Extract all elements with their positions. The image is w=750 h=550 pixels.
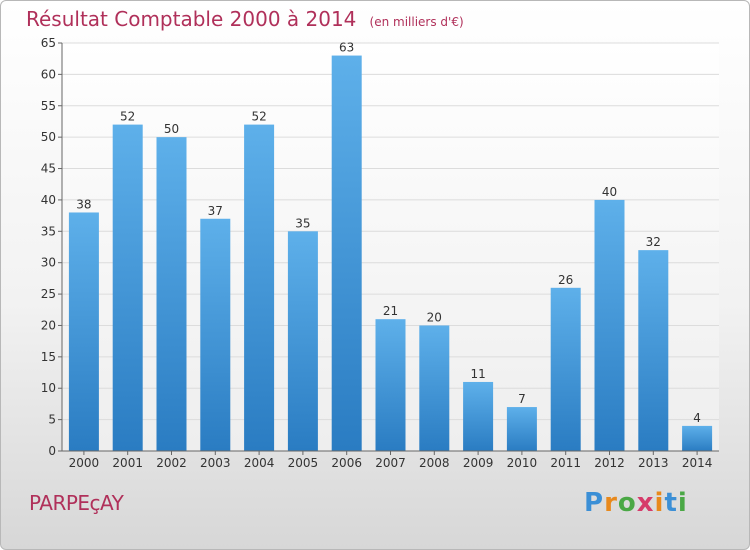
bar	[112, 124, 143, 451]
x-tick-label: 2005	[288, 456, 319, 470]
y-tick-label: 25	[41, 287, 56, 301]
bar	[506, 407, 537, 451]
bar-value-label: 52	[120, 110, 135, 124]
y-tick-label: 45	[41, 162, 56, 176]
logo-letter: P	[584, 488, 605, 518]
bar-value-label: 26	[558, 273, 573, 287]
bars: 38 52 50 37 52 35 63 21 20 11 7 26 40 32 4	[68, 41, 713, 452]
x-tick-label: 2008	[419, 456, 450, 470]
bar-value-label: 7	[518, 392, 526, 406]
bar-value-label: 63	[339, 41, 354, 55]
logo-letter: r	[604, 488, 618, 518]
chart-subtitle: (en milliers d'€)	[369, 15, 464, 29]
y-tick-label: 50	[41, 130, 56, 144]
chart-title: Résultat Comptable 2000 à 2014 (en milli…	[26, 7, 464, 31]
bar	[638, 250, 669, 451]
y-tick-label: 40	[41, 193, 56, 207]
y-tick-label: 55	[41, 99, 56, 113]
y-tick-label: 10	[41, 381, 56, 395]
bar-value-label: 52	[251, 110, 266, 124]
y-tick-label: 65	[41, 36, 56, 50]
x-tick-label: 2012	[594, 456, 625, 470]
bar	[375, 319, 406, 451]
x-tick-label: 2003	[200, 456, 231, 470]
chart-title-main: Résultat Comptable 2000 à 2014	[26, 7, 357, 31]
bar	[550, 287, 581, 451]
logo-letter: x	[636, 488, 655, 518]
x-tick-label: 2001	[112, 456, 143, 470]
x-axis: 2000 2001 2002 2003 2004 2005 2006 2007 2008 2009…	[62, 450, 719, 470]
y-tick-label: 20	[41, 318, 56, 332]
x-tick-label: 2013	[638, 456, 669, 470]
bar-value-label: 32	[646, 235, 661, 249]
logo-letter: o	[617, 488, 637, 518]
bar-value-label: 21	[383, 304, 398, 318]
bar-value-label: 38	[76, 197, 91, 211]
logo-letter: i	[677, 488, 688, 518]
bar-value-label: 4	[693, 411, 701, 425]
bar-value-label: 20	[427, 310, 442, 324]
proxiti-logo: Proxiti	[584, 488, 688, 518]
y-tick-label: 60	[41, 67, 56, 81]
bar	[331, 55, 362, 452]
bar	[200, 218, 231, 451]
bar-value-label: 37	[208, 204, 223, 218]
bar	[287, 231, 318, 451]
bar	[682, 425, 713, 451]
y-axis: 0 5 10 15 20 25 30 35 40 45 50 55 60 65	[41, 36, 63, 458]
x-tick-label: 2011	[550, 456, 581, 470]
x-tick-label: 2002	[156, 456, 187, 470]
bar-value-label: 50	[164, 122, 179, 136]
bar	[68, 212, 99, 451]
logo-letter: i	[654, 488, 665, 518]
x-tick-label: 2009	[463, 456, 494, 470]
x-tick-label: 2014	[682, 456, 713, 470]
bar	[244, 124, 275, 451]
y-tick-label: 15	[41, 350, 56, 364]
x-tick-label: 2004	[244, 456, 275, 470]
y-tick-label: 0	[48, 444, 56, 458]
y-tick-label: 35	[41, 224, 56, 238]
x-tick-label: 2007	[375, 456, 406, 470]
bar	[156, 137, 187, 451]
bar-value-label: 11	[470, 367, 485, 381]
bar-value-label: 40	[602, 185, 617, 199]
logo-letter: t	[664, 488, 678, 518]
x-tick-label: 2006	[331, 456, 362, 470]
bar	[594, 199, 625, 451]
proxiti-logo-letters: Proxiti	[584, 488, 688, 518]
y-tick-label: 5	[48, 413, 56, 427]
bar	[463, 381, 494, 451]
x-tick-label: 2000	[69, 456, 100, 470]
bar-value-label: 35	[295, 216, 310, 230]
x-tick-label: 2010	[507, 456, 538, 470]
y-tick-label: 30	[41, 256, 56, 270]
commune-name: PARPEçAY	[29, 491, 124, 515]
bar	[419, 325, 450, 451]
